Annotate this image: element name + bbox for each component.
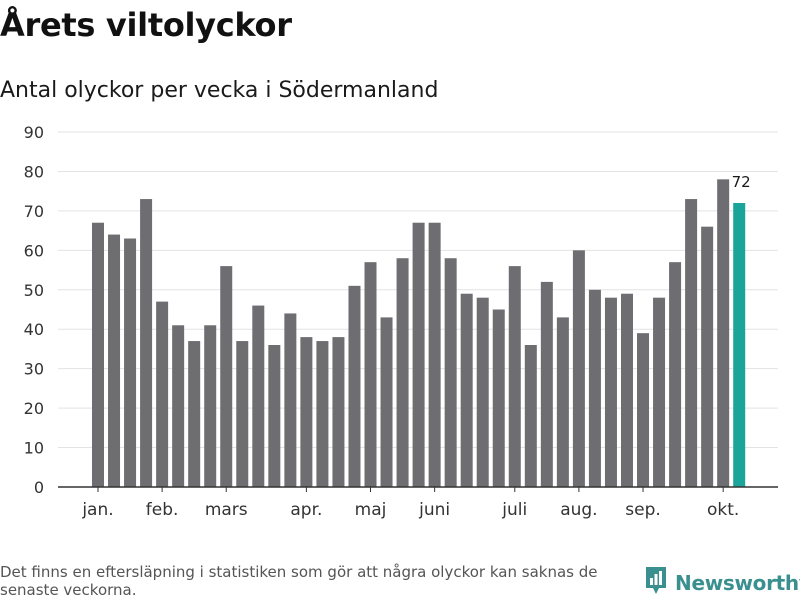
x-tick-label: sep. [625,500,661,520]
bar [204,325,217,487]
y-tick-label: 60 [24,241,44,260]
bars [92,179,746,488]
bar [108,234,121,487]
x-tick-label: jan. [81,500,113,520]
bar [380,317,393,487]
bar [252,305,265,487]
bar [620,293,633,487]
x-axis-ticks: jan. feb. mars apr. maj juni juli aug. sep. okt. [81,487,739,520]
bar [236,341,249,487]
bar [637,333,650,487]
y-tick-label: 50 [24,281,44,300]
brand-logo[interactable]: Newsworthy [644,566,800,600]
bar [316,341,329,487]
y-tick-label: 90 [24,123,44,142]
bar [412,222,425,487]
bar [508,266,521,487]
x-tick-label: aug. [560,500,597,520]
bar [284,313,297,487]
bar [396,258,409,487]
bar [140,199,153,487]
y-tick-label: 70 [24,202,44,221]
x-tick-label: feb. [146,500,179,520]
y-axis-ticks: 0 10 20 30 40 50 60 70 80 90 [24,123,44,497]
newsworthy-logo-icon [644,566,668,600]
bar [428,222,441,487]
bar [669,262,682,487]
bar [556,317,569,487]
bar [92,222,104,487]
bar [220,266,233,487]
bar [156,301,169,487]
bar [492,309,505,487]
bar [460,293,473,487]
chart-title: Årets viltolyckor [0,6,292,44]
bar [572,250,585,487]
bar [717,179,730,487]
bar [701,226,714,488]
x-tick-label: apr. [290,500,322,520]
bar [588,289,601,487]
bar [268,345,281,487]
bar [188,341,201,487]
chart-subtitle: Antal olyckor per vecka i Södermanland [0,78,439,103]
brand-name: Newsworthy [675,571,800,595]
x-tick-label: juni [418,500,450,520]
bar [300,337,313,487]
highlight-data-label: 72 [732,173,751,191]
bar [604,297,617,487]
bar [332,337,345,487]
bar [172,325,185,487]
bar-highlight [733,203,746,487]
bar [124,238,137,487]
bar [476,297,489,487]
bar [348,285,361,487]
y-tick-label: 0 [34,478,44,497]
bar [653,297,666,487]
footnote: Det finns en eftersläpning i statistiken… [0,563,598,599]
y-tick-label: 20 [24,399,44,418]
y-tick-label: 30 [24,360,44,379]
x-tick-label: okt. [707,500,739,520]
x-tick-label: maj [355,500,387,520]
y-tick-label: 80 [24,162,44,181]
bar [540,281,553,487]
x-tick-label: juli [501,500,527,520]
data-labels: 72 [732,173,751,191]
bar [524,345,537,487]
x-tick-label: mars [205,500,248,520]
bar [685,199,698,487]
bar [444,258,457,487]
bar [364,262,377,487]
y-tick-label: 40 [24,320,44,339]
y-tick-label: 10 [24,439,44,458]
